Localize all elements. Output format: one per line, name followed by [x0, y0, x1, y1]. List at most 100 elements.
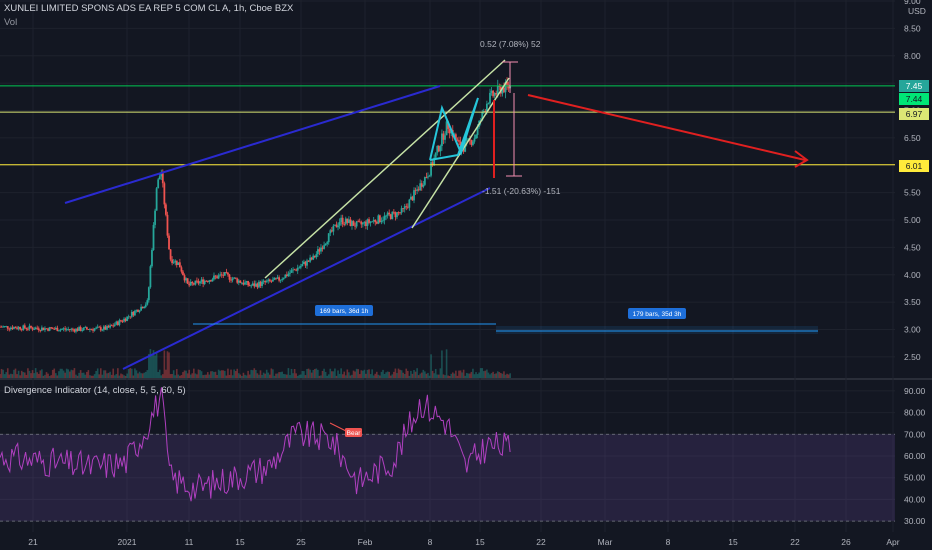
candle-body — [383, 215, 386, 221]
candle-body — [431, 162, 434, 166]
candle-body — [31, 327, 34, 330]
volume-bar — [385, 372, 387, 378]
volume-bar — [118, 375, 121, 378]
candle-body — [62, 328, 65, 330]
candle-body — [284, 274, 287, 279]
candle-body — [116, 321, 119, 325]
volume-bar — [286, 374, 288, 378]
volume-bar — [273, 375, 276, 378]
candle-body — [118, 320, 121, 325]
time-axis[interactable]: 21 2021 11 15 25 Feb 8 15 22 Mar 8 15 22 26 Apr — [28, 537, 900, 547]
candle-body — [368, 219, 370, 223]
volume-bar — [256, 373, 259, 378]
volume-bar — [265, 369, 268, 378]
volume-bar — [245, 375, 248, 378]
indicator-title[interactable]: Divergence Indicator (14, close, 5, 5, 6… — [4, 385, 186, 396]
price-axis[interactable]: 9.008.508.007.507.006.506.005.505.004.50… — [899, 0, 929, 526]
volume-bar — [467, 373, 470, 378]
pane-separator — [0, 378, 932, 380]
candle-body — [465, 139, 468, 142]
price-tag-label: 6.01 — [906, 161, 923, 171]
volume-bar — [166, 351, 169, 378]
volume-bar — [68, 371, 71, 378]
volume-bar — [481, 368, 484, 378]
price-tick-label: 9.00 — [904, 0, 921, 6]
candle-body — [281, 279, 284, 280]
volume-bar — [363, 369, 366, 378]
bear-label: Bear — [347, 430, 362, 437]
volume-bar — [490, 373, 493, 378]
candle-body — [276, 277, 279, 279]
volume-bar — [76, 375, 79, 378]
volume-bar — [158, 369, 161, 378]
volume-bar — [151, 354, 153, 378]
candle-body — [124, 318, 127, 321]
volume-bar — [132, 375, 135, 378]
volume-bar — [351, 374, 353, 378]
candle-body — [93, 328, 96, 331]
volume-bar — [478, 372, 480, 378]
candle-body — [388, 212, 391, 215]
symbol-title[interactable]: XUNLEI LIMITED SPONS ADS EA REP 5 COM CL… — [4, 3, 294, 14]
candle-body — [59, 329, 62, 331]
time-tick-label: 26 — [841, 537, 851, 547]
candle-body — [321, 247, 324, 249]
price-tag-box — [899, 108, 929, 120]
candle-body — [442, 133, 445, 140]
volume-bar — [225, 375, 228, 378]
candle-body — [5, 326, 8, 327]
candle-body — [503, 87, 505, 93]
candle-body — [217, 275, 220, 279]
volume-bar — [143, 372, 146, 378]
candle-body — [380, 220, 383, 222]
candle-body — [253, 283, 256, 287]
candle-body — [189, 281, 192, 286]
candle-body — [386, 212, 389, 216]
volume-bar — [410, 370, 412, 378]
volume-bar — [262, 372, 265, 378]
candle-body — [208, 280, 211, 282]
volume-bar — [261, 374, 263, 378]
candle-body — [492, 90, 494, 97]
candle-body — [36, 327, 39, 329]
candle-body — [79, 327, 82, 331]
candle-body — [222, 274, 225, 276]
volume-bar — [386, 371, 389, 378]
volume-bar — [425, 373, 428, 378]
time-tick-label: Feb — [358, 537, 373, 547]
volume-bar — [19, 375, 21, 378]
rsi-tick-label: 90.00 — [904, 386, 926, 396]
candle-body — [261, 281, 263, 286]
volume-bar — [106, 373, 108, 378]
volume-bar — [196, 374, 198, 378]
volume-bar — [459, 370, 462, 378]
volume-bar — [296, 375, 299, 378]
candle-body — [417, 189, 420, 191]
drawings[interactable] — [0, 59, 895, 437]
candle-body — [405, 206, 408, 208]
volume-bar — [121, 374, 124, 378]
volume-label[interactable]: Vol — [4, 17, 18, 28]
volume-bar — [6, 368, 9, 378]
volume-bar — [172, 370, 175, 378]
candle-body — [177, 262, 180, 265]
candle-body — [341, 217, 344, 225]
volume-bar — [5, 372, 8, 378]
volume-bar — [8, 374, 11, 378]
volume-bar — [61, 368, 63, 378]
price-tick-label: 3.00 — [904, 325, 921, 335]
volume-bar — [202, 375, 204, 378]
volume-bar — [53, 368, 56, 378]
volume-bar — [51, 369, 54, 378]
candle-body — [90, 329, 93, 330]
candle-body — [202, 279, 205, 284]
volume-bar — [22, 372, 25, 378]
candle-body — [48, 327, 51, 331]
volume-bar — [473, 374, 476, 378]
volume-bar — [42, 375, 45, 378]
candle-body — [396, 212, 398, 218]
price-tag-box — [899, 160, 929, 172]
volume-bar — [146, 370, 149, 378]
volume-bar — [380, 371, 383, 378]
